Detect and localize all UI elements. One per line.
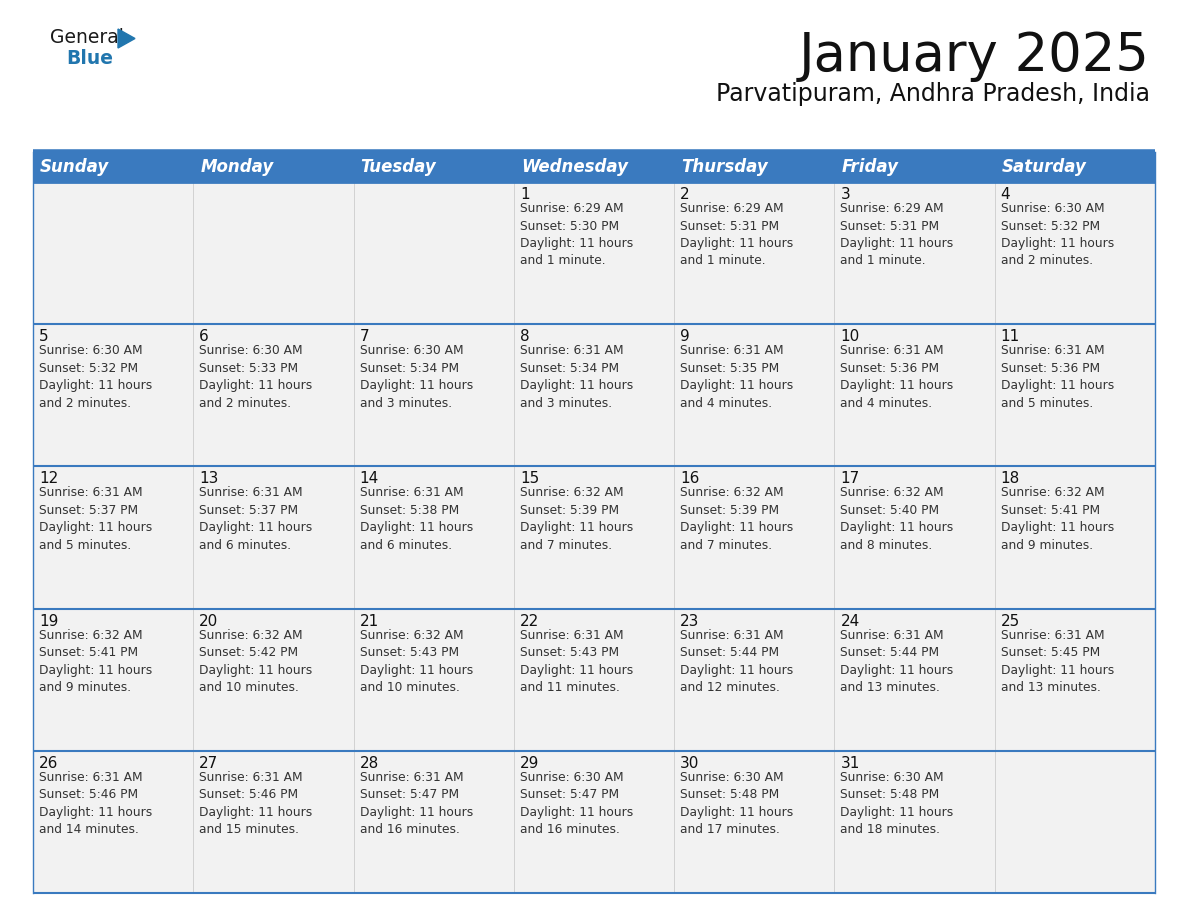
Text: Sunrise: 6:32 AM
Sunset: 5:42 PM
Daylight: 11 hours
and 10 minutes.: Sunrise: 6:32 AM Sunset: 5:42 PM Dayligh… [200,629,312,694]
Text: 9: 9 [681,330,690,344]
Text: Sunrise: 6:29 AM
Sunset: 5:31 PM
Daylight: 11 hours
and 1 minute.: Sunrise: 6:29 AM Sunset: 5:31 PM Dayligh… [840,202,954,267]
Text: 12: 12 [39,472,58,487]
Text: Sunrise: 6:31 AM
Sunset: 5:37 PM
Daylight: 11 hours
and 5 minutes.: Sunrise: 6:31 AM Sunset: 5:37 PM Dayligh… [39,487,152,552]
Text: Sunrise: 6:31 AM
Sunset: 5:36 PM
Daylight: 11 hours
and 5 minutes.: Sunrise: 6:31 AM Sunset: 5:36 PM Dayligh… [1000,344,1114,409]
Text: Sunrise: 6:31 AM
Sunset: 5:38 PM
Daylight: 11 hours
and 6 minutes.: Sunrise: 6:31 AM Sunset: 5:38 PM Dayligh… [360,487,473,552]
Text: Sunrise: 6:31 AM
Sunset: 5:36 PM
Daylight: 11 hours
and 4 minutes.: Sunrise: 6:31 AM Sunset: 5:36 PM Dayligh… [840,344,954,409]
Text: Sunrise: 6:30 AM
Sunset: 5:34 PM
Daylight: 11 hours
and 3 minutes.: Sunrise: 6:30 AM Sunset: 5:34 PM Dayligh… [360,344,473,409]
Text: Saturday: Saturday [1001,158,1087,176]
Bar [33,609,1155,751]
Text: Sunrise: 6:31 AM
Sunset: 5:46 PM
Daylight: 11 hours
and 14 minutes.: Sunrise: 6:31 AM Sunset: 5:46 PM Dayligh… [39,771,152,836]
Text: Sunrise: 6:32 AM
Sunset: 5:41 PM
Daylight: 11 hours
and 9 minutes.: Sunrise: 6:32 AM Sunset: 5:41 PM Dayligh… [1000,487,1114,552]
Text: Blue: Blue [67,49,113,68]
Text: 4: 4 [1000,187,1010,202]
Bar [33,152,1155,182]
Text: 2: 2 [681,187,690,202]
Text: Sunrise: 6:30 AM
Sunset: 5:33 PM
Daylight: 11 hours
and 2 minutes.: Sunrise: 6:30 AM Sunset: 5:33 PM Dayligh… [200,344,312,409]
Bar [33,324,1155,466]
Text: Sunrise: 6:32 AM
Sunset: 5:41 PM
Daylight: 11 hours
and 9 minutes.: Sunrise: 6:32 AM Sunset: 5:41 PM Dayligh… [39,629,152,694]
Text: General: General [50,28,124,47]
Text: 24: 24 [840,613,860,629]
Text: Sunrise: 6:30 AM
Sunset: 5:48 PM
Daylight: 11 hours
and 17 minutes.: Sunrise: 6:30 AM Sunset: 5:48 PM Dayligh… [681,771,794,836]
Text: 1: 1 [520,187,530,202]
Polygon shape [118,29,135,48]
Text: Tuesday: Tuesday [361,158,436,176]
Text: Sunrise: 6:32 AM
Sunset: 5:39 PM
Daylight: 11 hours
and 7 minutes.: Sunrise: 6:32 AM Sunset: 5:39 PM Dayligh… [520,487,633,552]
Text: 27: 27 [200,756,219,771]
Text: 8: 8 [520,330,530,344]
Text: Friday: Friday [841,158,898,176]
Text: 22: 22 [520,613,539,629]
Text: 20: 20 [200,613,219,629]
Text: Sunrise: 6:30 AM
Sunset: 5:32 PM
Daylight: 11 hours
and 2 minutes.: Sunrise: 6:30 AM Sunset: 5:32 PM Dayligh… [1000,202,1114,267]
Text: 15: 15 [520,472,539,487]
Text: Parvatipuram, Andhra Pradesh, India: Parvatipuram, Andhra Pradesh, India [716,82,1150,106]
Text: 26: 26 [39,756,58,771]
Text: Sunrise: 6:31 AM
Sunset: 5:37 PM
Daylight: 11 hours
and 6 minutes.: Sunrise: 6:31 AM Sunset: 5:37 PM Dayligh… [200,487,312,552]
Text: 21: 21 [360,613,379,629]
Text: 28: 28 [360,756,379,771]
Text: 17: 17 [840,472,860,487]
Text: 16: 16 [681,472,700,487]
Text: January 2025: January 2025 [800,30,1150,82]
Text: 23: 23 [681,613,700,629]
Text: 13: 13 [200,472,219,487]
Bar [33,751,1155,893]
Text: 10: 10 [840,330,860,344]
Text: Wednesday: Wednesday [520,158,627,176]
Text: Sunrise: 6:30 AM
Sunset: 5:32 PM
Daylight: 11 hours
and 2 minutes.: Sunrise: 6:30 AM Sunset: 5:32 PM Dayligh… [39,344,152,409]
Text: 18: 18 [1000,472,1020,487]
Text: Sunrise: 6:31 AM
Sunset: 5:47 PM
Daylight: 11 hours
and 16 minutes.: Sunrise: 6:31 AM Sunset: 5:47 PM Dayligh… [360,771,473,836]
Bar [33,182,1155,324]
Text: 25: 25 [1000,613,1020,629]
Text: 5: 5 [39,330,49,344]
Text: 11: 11 [1000,330,1020,344]
Text: Thursday: Thursday [681,158,767,176]
Text: 19: 19 [39,613,58,629]
Text: Sunrise: 6:32 AM
Sunset: 5:40 PM
Daylight: 11 hours
and 8 minutes.: Sunrise: 6:32 AM Sunset: 5:40 PM Dayligh… [840,487,954,552]
Text: Sunday: Sunday [40,158,109,176]
Text: Sunrise: 6:31 AM
Sunset: 5:46 PM
Daylight: 11 hours
and 15 minutes.: Sunrise: 6:31 AM Sunset: 5:46 PM Dayligh… [200,771,312,836]
Text: 31: 31 [840,756,860,771]
Text: Sunrise: 6:31 AM
Sunset: 5:44 PM
Daylight: 11 hours
and 12 minutes.: Sunrise: 6:31 AM Sunset: 5:44 PM Dayligh… [681,629,794,694]
Text: Monday: Monday [201,158,273,176]
Text: Sunrise: 6:30 AM
Sunset: 5:47 PM
Daylight: 11 hours
and 16 minutes.: Sunrise: 6:30 AM Sunset: 5:47 PM Dayligh… [520,771,633,836]
Text: Sunrise: 6:31 AM
Sunset: 5:44 PM
Daylight: 11 hours
and 13 minutes.: Sunrise: 6:31 AM Sunset: 5:44 PM Dayligh… [840,629,954,694]
Text: Sunrise: 6:31 AM
Sunset: 5:35 PM
Daylight: 11 hours
and 4 minutes.: Sunrise: 6:31 AM Sunset: 5:35 PM Dayligh… [681,344,794,409]
Text: 3: 3 [840,187,851,202]
Text: Sunrise: 6:31 AM
Sunset: 5:34 PM
Daylight: 11 hours
and 3 minutes.: Sunrise: 6:31 AM Sunset: 5:34 PM Dayligh… [520,344,633,409]
Text: 29: 29 [520,756,539,771]
Text: Sunrise: 6:32 AM
Sunset: 5:43 PM
Daylight: 11 hours
and 10 minutes.: Sunrise: 6:32 AM Sunset: 5:43 PM Dayligh… [360,629,473,694]
Text: 6: 6 [200,330,209,344]
Text: Sunrise: 6:29 AM
Sunset: 5:31 PM
Daylight: 11 hours
and 1 minute.: Sunrise: 6:29 AM Sunset: 5:31 PM Dayligh… [681,202,794,267]
Text: Sunrise: 6:31 AM
Sunset: 5:45 PM
Daylight: 11 hours
and 13 minutes.: Sunrise: 6:31 AM Sunset: 5:45 PM Dayligh… [1000,629,1114,694]
Text: Sunrise: 6:32 AM
Sunset: 5:39 PM
Daylight: 11 hours
and 7 minutes.: Sunrise: 6:32 AM Sunset: 5:39 PM Dayligh… [681,487,794,552]
Text: Sunrise: 6:30 AM
Sunset: 5:48 PM
Daylight: 11 hours
and 18 minutes.: Sunrise: 6:30 AM Sunset: 5:48 PM Dayligh… [840,771,954,836]
Text: 30: 30 [681,756,700,771]
Text: Sunrise: 6:31 AM
Sunset: 5:43 PM
Daylight: 11 hours
and 11 minutes.: Sunrise: 6:31 AM Sunset: 5:43 PM Dayligh… [520,629,633,694]
Text: 14: 14 [360,472,379,487]
Text: 7: 7 [360,330,369,344]
Text: Sunrise: 6:29 AM
Sunset: 5:30 PM
Daylight: 11 hours
and 1 minute.: Sunrise: 6:29 AM Sunset: 5:30 PM Dayligh… [520,202,633,267]
Bar [33,466,1155,609]
